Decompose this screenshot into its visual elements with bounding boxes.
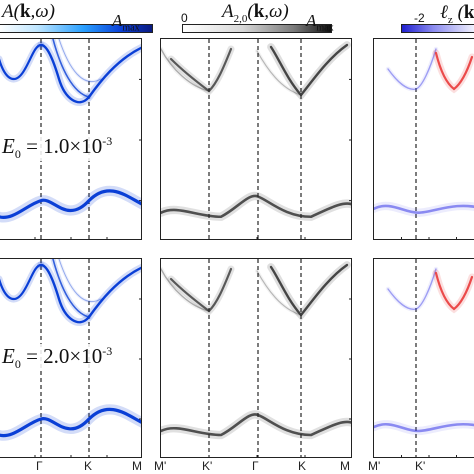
upper-band-right-faint xyxy=(256,270,302,316)
panel-b-bottom xyxy=(160,258,352,458)
amax-label-a: Amax xyxy=(112,11,140,34)
bands-a-top xyxy=(0,39,141,239)
min-label-b: 0 xyxy=(181,11,188,25)
title-b: A2,0(k,ω) xyxy=(222,1,289,25)
min-label-c: -2 xyxy=(414,11,425,25)
xtick-a-m: M xyxy=(132,459,142,473)
upper-band-right-faint-glow xyxy=(255,49,303,97)
lower-band xyxy=(161,194,351,219)
xtick-c-mprime: M' xyxy=(368,459,381,473)
panel-c-top xyxy=(373,38,474,240)
xtick-b-m: M xyxy=(340,459,350,473)
upper-band-3 xyxy=(52,39,90,98)
upper-band-left-faint xyxy=(161,48,210,92)
bands-c-top xyxy=(374,39,474,239)
upper-band-left-faint xyxy=(161,268,210,312)
bands-c-bottom xyxy=(374,259,474,457)
colorbar-b xyxy=(182,24,332,33)
panel-b-top xyxy=(160,38,352,240)
lower-band xyxy=(161,413,351,437)
xtick-a-gamma: Γ xyxy=(36,459,43,473)
lz-upper-blue-glow xyxy=(385,46,439,92)
lower-band xyxy=(0,189,141,219)
upper-band-2 xyxy=(39,43,141,104)
xtick-a-k: K xyxy=(84,459,93,473)
upper-band-right-glow xyxy=(267,261,351,321)
lz-lower-blue xyxy=(374,204,474,215)
lz-lower-blue xyxy=(374,422,474,433)
xtick-b-gamma: Γ xyxy=(252,459,259,473)
xtick-b-kprime: K' xyxy=(202,459,213,473)
amax-label-b: Amax xyxy=(306,11,334,34)
lower-band xyxy=(0,407,141,438)
upper-band-left-faint-glow xyxy=(161,46,212,94)
upper-band-1 xyxy=(0,43,43,81)
xtick-b-mprime: M' xyxy=(154,459,167,473)
xtick-c-kprime: K' xyxy=(415,459,426,473)
upper-band-2 xyxy=(39,263,141,324)
upper-band-right xyxy=(269,263,349,317)
colorbar-a xyxy=(0,24,153,33)
upper-band-faint xyxy=(58,39,102,82)
lz-upper-blue-glow xyxy=(385,266,439,312)
upper-band-faint-glow xyxy=(57,259,103,304)
title-a: A(k,ω) xyxy=(2,1,56,22)
lz-upper-blue xyxy=(387,268,437,310)
upper-band-1 xyxy=(0,263,43,301)
upper-band-left-faint-glow xyxy=(161,266,212,314)
upper-band-left xyxy=(169,47,233,93)
bands-b-top xyxy=(161,39,351,239)
lower-band-glow xyxy=(161,191,351,221)
bands-b-bottom xyxy=(161,259,351,457)
energy-label-bottom: E0 = 2.0×10-3 xyxy=(0,344,115,372)
upper-band-faint-glow xyxy=(57,39,103,84)
upper-band-right-faint xyxy=(256,50,302,96)
xtick-b-k: K xyxy=(298,459,307,473)
upper-band-right xyxy=(269,43,349,97)
lz-upper-blue xyxy=(387,48,437,90)
lz-upper-red xyxy=(434,51,474,91)
upper-band-left xyxy=(169,267,233,313)
panel-c-bottom xyxy=(373,258,474,458)
upper-band-faint xyxy=(58,259,102,302)
lz-upper-red xyxy=(434,271,474,311)
panel-a-top xyxy=(0,38,142,240)
upper-band-right-glow xyxy=(267,41,351,101)
lower-band-glow xyxy=(161,410,351,440)
bands-a-bottom xyxy=(0,259,141,457)
upper-band-right-faint-glow xyxy=(255,269,303,317)
colorbar-c xyxy=(401,24,474,33)
title-c: ℓz (k xyxy=(440,2,474,26)
upper-band-3 xyxy=(52,259,90,318)
energy-label-top: E0 = 1.0×10-3 xyxy=(0,134,115,162)
